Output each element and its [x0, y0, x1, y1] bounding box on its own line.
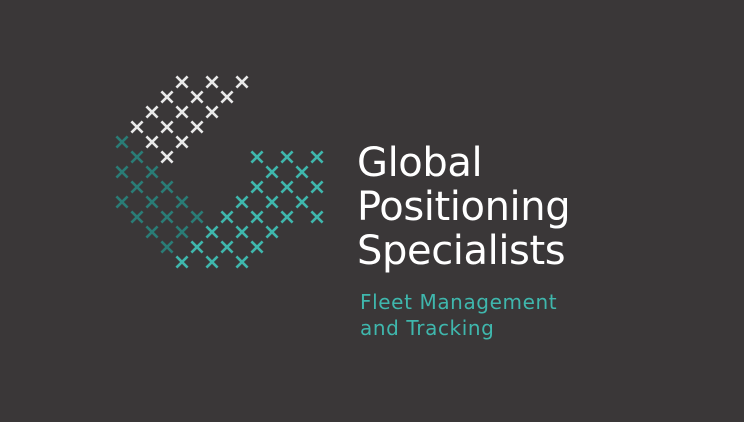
stitch-cross	[175, 105, 189, 119]
stitch-cross	[145, 105, 159, 119]
stitch-cross	[130, 180, 144, 194]
tagline-line: and Tracking	[360, 316, 495, 340]
stitch-cross	[250, 150, 264, 164]
stitch-cross	[190, 240, 204, 254]
stitch-cross	[145, 135, 159, 149]
company-name-line: Positioning	[357, 184, 571, 230]
stitch-cross	[280, 210, 294, 224]
stitch-cross	[160, 210, 174, 224]
stitch-cross	[160, 240, 174, 254]
stitch-cross	[235, 225, 249, 239]
stitch-cross	[145, 165, 159, 179]
stitch-cross	[205, 75, 219, 89]
stitch-cross	[310, 180, 324, 194]
stitch-cross	[115, 165, 129, 179]
stitch-cross	[265, 225, 279, 239]
stitch-cross	[235, 255, 249, 269]
stitch-cross	[160, 180, 174, 194]
stitch-cross	[220, 240, 234, 254]
stitch-cross	[310, 210, 324, 224]
stitch-cross	[130, 120, 144, 134]
stitch-cross	[130, 210, 144, 224]
stitch-cross	[220, 210, 234, 224]
stitch-cross	[235, 195, 249, 209]
stitch-cross	[280, 150, 294, 164]
company-name-line: Specialists	[357, 228, 566, 274]
stitch-cross	[175, 75, 189, 89]
stitch-cross	[145, 225, 159, 239]
company-name-line: Global	[357, 140, 483, 186]
stitch-cross	[160, 120, 174, 134]
stitch-cross	[190, 210, 204, 224]
stitch-cross	[175, 255, 189, 269]
logo-dark-teal-crosses	[115, 135, 204, 254]
stitch-cross	[220, 90, 234, 104]
stitch-cross	[190, 90, 204, 104]
stitch-cross	[130, 150, 144, 164]
stitch-cross	[250, 210, 264, 224]
stitch-cross	[235, 75, 249, 89]
stitch-cross	[265, 195, 279, 209]
stitch-cross	[175, 225, 189, 239]
stitch-cross	[295, 195, 309, 209]
stitch-cross	[115, 135, 129, 149]
stitch-cross	[310, 150, 324, 164]
stitch-cross	[250, 180, 264, 194]
stitch-cross	[175, 195, 189, 209]
stitch-cross	[280, 180, 294, 194]
stitch-cross	[160, 90, 174, 104]
stitch-cross	[160, 150, 174, 164]
logo-white-crosses	[130, 75, 249, 164]
stitch-cross	[295, 165, 309, 179]
tagline-line: Fleet Management	[360, 290, 558, 314]
stitch-cross	[115, 195, 129, 209]
stitch-cross	[190, 120, 204, 134]
company-name: Global Positioning Specialists	[357, 140, 571, 274]
logo-bright-teal-crosses	[175, 150, 324, 269]
tagline: Fleet Management and Tracking	[360, 289, 557, 341]
stitch-cross	[145, 195, 159, 209]
stitch-cross	[205, 225, 219, 239]
stitch-cross	[250, 240, 264, 254]
stitch-cross	[205, 105, 219, 119]
stitch-cross	[175, 135, 189, 149]
stitch-cross	[205, 255, 219, 269]
stitch-cross	[265, 165, 279, 179]
